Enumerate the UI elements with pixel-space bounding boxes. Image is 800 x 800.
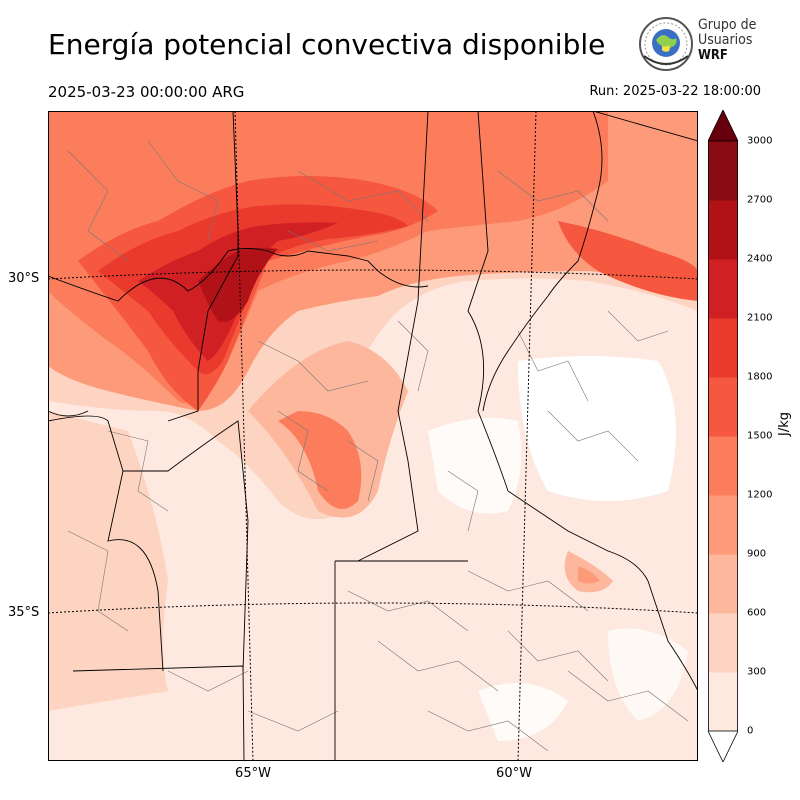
cape-map <box>48 111 698 761</box>
colorbar-tick-label: 2100 <box>747 312 773 324</box>
colorbar-bin <box>708 554 738 614</box>
valid-time: 2025-03-23 00:00:00 ARG <box>48 83 245 101</box>
colorbar-unit: J/kg <box>777 412 792 436</box>
colorbar-bin <box>708 495 738 555</box>
colorbar-bin <box>708 613 738 673</box>
lat-label-35s: 35°S <box>8 605 40 620</box>
colorbar-tick-label: 1200 <box>747 489 773 501</box>
colorbar-tick-label: 2400 <box>747 253 773 265</box>
colorbar-under-triangle <box>708 730 738 762</box>
colorbar <box>708 110 738 762</box>
colorbar-bin <box>708 259 738 319</box>
colorbar-bin <box>708 141 738 201</box>
colorbar-bin <box>708 436 738 496</box>
run-time: Run: 2025-03-22 18:00:00 <box>589 84 761 99</box>
wrf-seal-icon <box>639 17 693 71</box>
colorbar-bin <box>708 200 738 260</box>
colorbar-tick-label: 1800 <box>747 371 773 383</box>
colorbar-bin <box>708 672 738 732</box>
province-boundaries <box>48 111 698 761</box>
colorbar-tick-label: 600 <box>747 607 767 619</box>
colorbar-bin <box>708 377 738 437</box>
graticule <box>48 111 698 761</box>
colorbar-tick-label: 1500 <box>747 430 773 442</box>
colorbar-over-triangle <box>708 110 738 142</box>
map-frame <box>48 111 698 761</box>
cape-field <box>48 111 698 741</box>
lat-label-30s: 30°S <box>8 271 40 286</box>
lon-label-65w: 65°W <box>235 766 271 781</box>
colorbar-tick-label: 3000 <box>747 135 773 147</box>
colorbar-bin <box>708 318 738 378</box>
colorbar-tick-label: 300 <box>747 666 767 678</box>
colorbar-tick-label: 2700 <box>747 194 773 206</box>
colorbar-tick-label: 900 <box>747 548 767 560</box>
colorbar-tick-label: 0 <box>747 725 754 737</box>
lon-label-60w: 60°W <box>496 766 532 781</box>
map-title: Energía potencial convectiva disponible <box>48 28 606 61</box>
colorbar-frame <box>708 140 738 732</box>
department-boundaries <box>67 140 689 752</box>
wrf-logo: Grupo de Usuarios WRF <box>638 16 768 74</box>
logo-text: Grupo de Usuarios WRF <box>698 17 757 64</box>
